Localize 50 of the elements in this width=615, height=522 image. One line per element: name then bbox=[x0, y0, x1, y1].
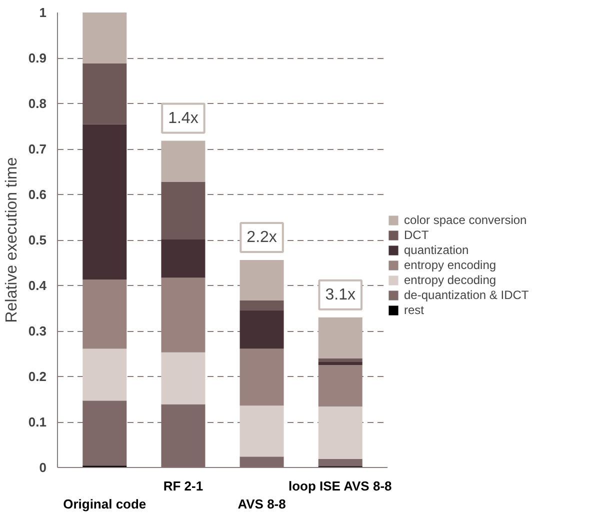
bar bbox=[82, 63, 127, 124]
bar bbox=[318, 317, 362, 358]
legend-label: DCT bbox=[404, 228, 429, 242]
y-axis-title: Relative execution time bbox=[3, 157, 20, 323]
bar bbox=[82, 400, 127, 466]
y-tick-label: 0.8 bbox=[28, 96, 47, 111]
x-tick-label: loop ISE AVS 8-8 bbox=[288, 478, 392, 494]
legend-label: entropy encoding bbox=[404, 258, 496, 272]
bar bbox=[82, 124, 127, 280]
bar bbox=[240, 406, 284, 457]
y-tick-label: 0.3 bbox=[28, 324, 47, 338]
y-tick-label: 0.6 bbox=[28, 187, 47, 202]
bar bbox=[318, 365, 362, 407]
legend-label: entropy decoding bbox=[404, 273, 496, 287]
bar bbox=[161, 140, 206, 182]
bar bbox=[82, 12, 127, 64]
legend-label: rest bbox=[404, 303, 424, 317]
annotation: 1.4x bbox=[168, 110, 198, 127]
y-tick-label: 0.2 bbox=[28, 369, 47, 384]
y-tick-label: 0.7 bbox=[28, 142, 47, 156]
bar bbox=[240, 260, 284, 301]
bar bbox=[82, 348, 127, 401]
y-tick-label: 0.1 bbox=[28, 414, 47, 430]
bar bbox=[161, 278, 206, 352]
x-tick-label: Original code bbox=[63, 496, 146, 512]
annotation: 3.1x bbox=[325, 286, 356, 304]
bar bbox=[82, 280, 127, 349]
bar bbox=[318, 362, 362, 366]
bar bbox=[161, 240, 206, 278]
bar bbox=[240, 300, 284, 310]
y-tick-label: 1 bbox=[39, 5, 47, 20]
x-tick-label: AVS 8-8 bbox=[238, 496, 286, 512]
y-tick-label: 0 bbox=[39, 460, 47, 475]
y-tick-label: 0.9 bbox=[28, 50, 47, 66]
bar bbox=[161, 404, 206, 468]
y-tick-label: 0.5 bbox=[28, 232, 47, 248]
legend-label: de-quantization & IDCT bbox=[404, 288, 529, 302]
legend-label: color space conversion bbox=[404, 213, 527, 227]
bar bbox=[240, 456, 284, 468]
y-tick-label: 0.4 bbox=[28, 278, 48, 293]
bar bbox=[318, 406, 362, 459]
bar bbox=[318, 458, 362, 466]
bar bbox=[161, 182, 206, 240]
bar bbox=[318, 358, 362, 362]
legend-label: quantization bbox=[404, 243, 469, 257]
bar bbox=[240, 348, 284, 406]
x-tick-label: RF 2-1 bbox=[163, 478, 204, 494]
bar bbox=[161, 352, 206, 404]
bar bbox=[240, 310, 284, 349]
annotation: 2.2x bbox=[246, 229, 277, 246]
